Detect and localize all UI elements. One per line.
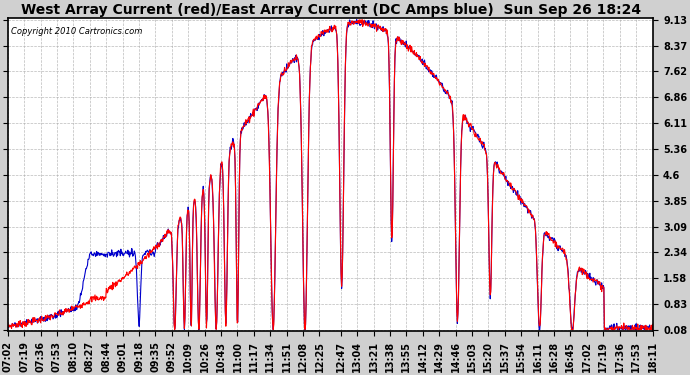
Text: Copyright 2010 Cartronics.com: Copyright 2010 Cartronics.com [11, 27, 142, 36]
Title: West Array Current (red)/East Array Current (DC Amps blue)  Sun Sep 26 18:24: West Array Current (red)/East Array Curr… [21, 3, 640, 17]
